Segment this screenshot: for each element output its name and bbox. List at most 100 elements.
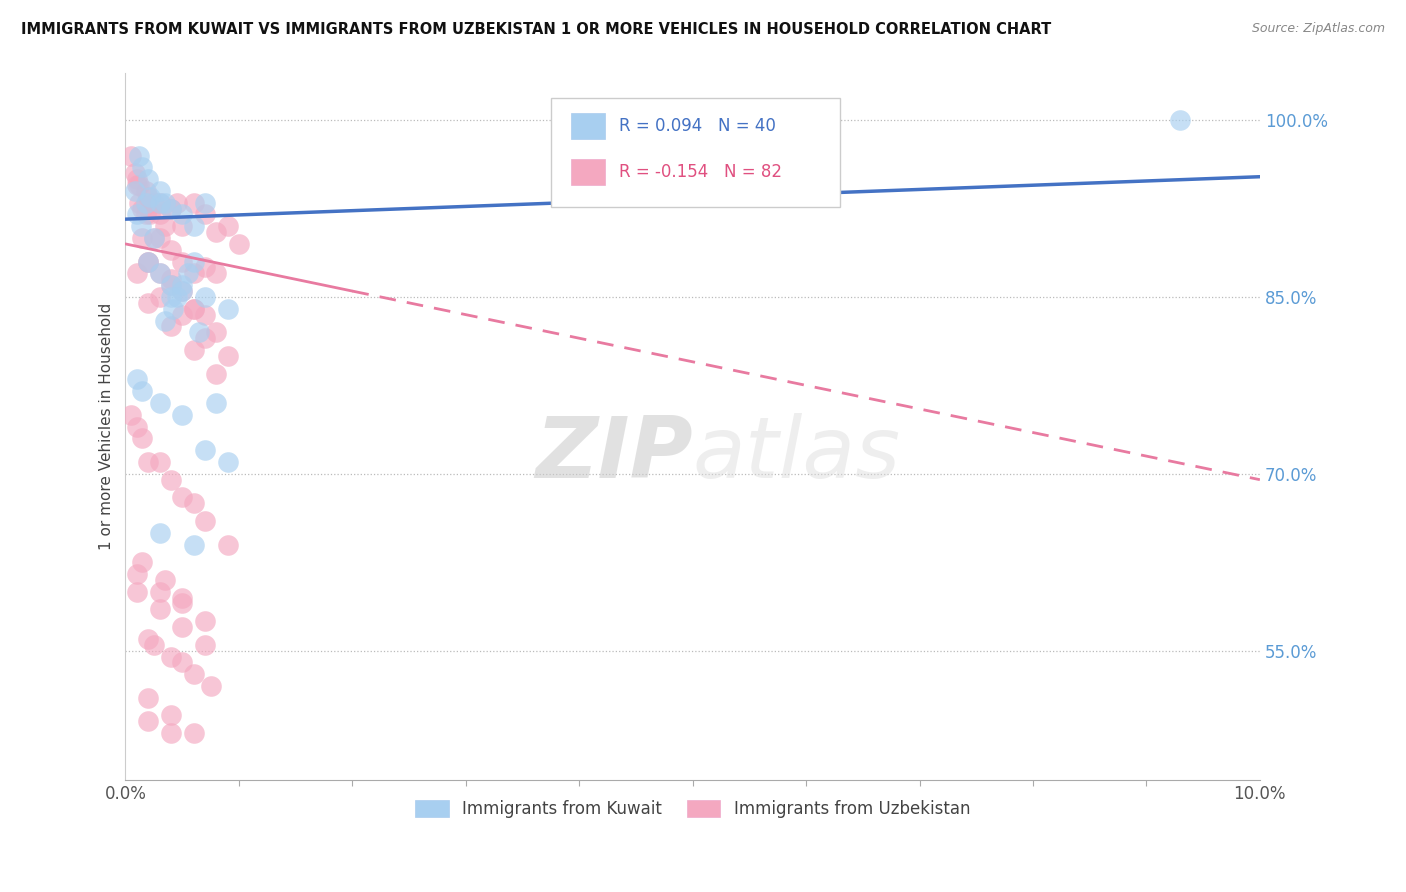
Point (136, 190, 159, 204)
Point (194, 260, 217, 275)
Point (148, 396, 170, 410)
Point (205, 326, 228, 340)
Point (160, 202, 183, 216)
Point (183, 301, 205, 316)
Point (183, 667, 205, 681)
Point (125, 419, 148, 434)
Text: Source: ZipAtlas.com: Source: ZipAtlas.com (1251, 22, 1385, 36)
Point (160, 726, 183, 740)
Point (148, 525, 170, 540)
Point (125, 178, 148, 192)
Text: R = 0.094   N = 40: R = 0.094 N = 40 (619, 117, 776, 135)
Point (172, 308, 194, 322)
Text: IMMIGRANTS FROM KUWAIT VS IMMIGRANTS FROM UZBEKISTAN 1 OR MORE VEHICLES IN HOUSE: IMMIGRANTS FROM KUWAIT VS IMMIGRANTS FRO… (21, 22, 1052, 37)
Point (172, 408, 194, 422)
Point (136, 172, 159, 186)
Point (148, 266, 170, 280)
Point (136, 254, 159, 268)
Point (172, 219, 194, 234)
Point (131, 231, 153, 245)
Point (125, 207, 148, 221)
Point (148, 290, 170, 304)
Point (172, 620, 194, 634)
Point (139, 190, 162, 204)
Point (160, 708, 183, 723)
Point (172, 254, 194, 268)
Point (131, 161, 153, 175)
Point (153, 573, 176, 587)
Point (160, 243, 183, 257)
Point (205, 225, 228, 239)
Point (194, 514, 217, 528)
Point (200, 679, 222, 693)
Point (131, 384, 153, 399)
FancyBboxPatch shape (571, 112, 606, 139)
Point (205, 367, 228, 381)
Point (172, 591, 194, 605)
Point (194, 290, 217, 304)
Point (128, 148, 150, 162)
Point (135, 184, 157, 198)
Point (120, 408, 142, 422)
Point (160, 272, 183, 286)
Point (217, 219, 239, 234)
Point (148, 207, 170, 221)
Point (172, 656, 194, 670)
Point (194, 331, 217, 345)
Point (139, 207, 162, 221)
Point (183, 195, 205, 210)
Point (194, 443, 217, 458)
Point (125, 584, 148, 599)
Point (160, 649, 183, 664)
Point (205, 396, 228, 410)
Point (148, 584, 170, 599)
Legend: Immigrants from Kuwait, Immigrants from Uzbekistan: Immigrants from Kuwait, Immigrants from … (409, 794, 977, 825)
Point (128, 195, 150, 210)
Point (194, 614, 217, 628)
Point (177, 266, 200, 280)
Point (160, 290, 183, 304)
Point (217, 349, 239, 363)
Point (136, 690, 159, 705)
Point (166, 290, 188, 304)
Point (183, 301, 205, 316)
Point (194, 195, 217, 210)
Point (136, 254, 159, 268)
Point (136, 455, 159, 469)
Point (153, 313, 176, 327)
Point (136, 296, 159, 310)
Point (131, 202, 153, 216)
Point (183, 537, 205, 551)
Point (172, 278, 194, 293)
Text: R = -0.154   N = 82: R = -0.154 N = 82 (619, 163, 782, 181)
Point (172, 207, 194, 221)
Point (142, 638, 165, 652)
Text: atlas: atlas (693, 413, 901, 497)
Point (194, 207, 217, 221)
Point (125, 566, 148, 581)
Point (131, 432, 153, 446)
Point (183, 726, 205, 740)
FancyBboxPatch shape (551, 98, 841, 207)
Point (183, 254, 205, 268)
Point (194, 308, 217, 322)
Point (136, 254, 159, 268)
Point (131, 219, 153, 234)
Point (172, 491, 194, 505)
Point (124, 184, 146, 198)
Point (148, 231, 170, 245)
Point (128, 178, 150, 192)
Point (166, 195, 188, 210)
Point (135, 195, 157, 210)
Point (183, 496, 205, 510)
Point (125, 266, 148, 280)
Point (205, 266, 228, 280)
Point (172, 597, 194, 611)
Point (217, 537, 239, 551)
Point (160, 278, 183, 293)
Point (124, 166, 146, 180)
Point (148, 455, 170, 469)
Point (148, 184, 170, 198)
Point (153, 195, 176, 210)
Point (162, 301, 184, 316)
